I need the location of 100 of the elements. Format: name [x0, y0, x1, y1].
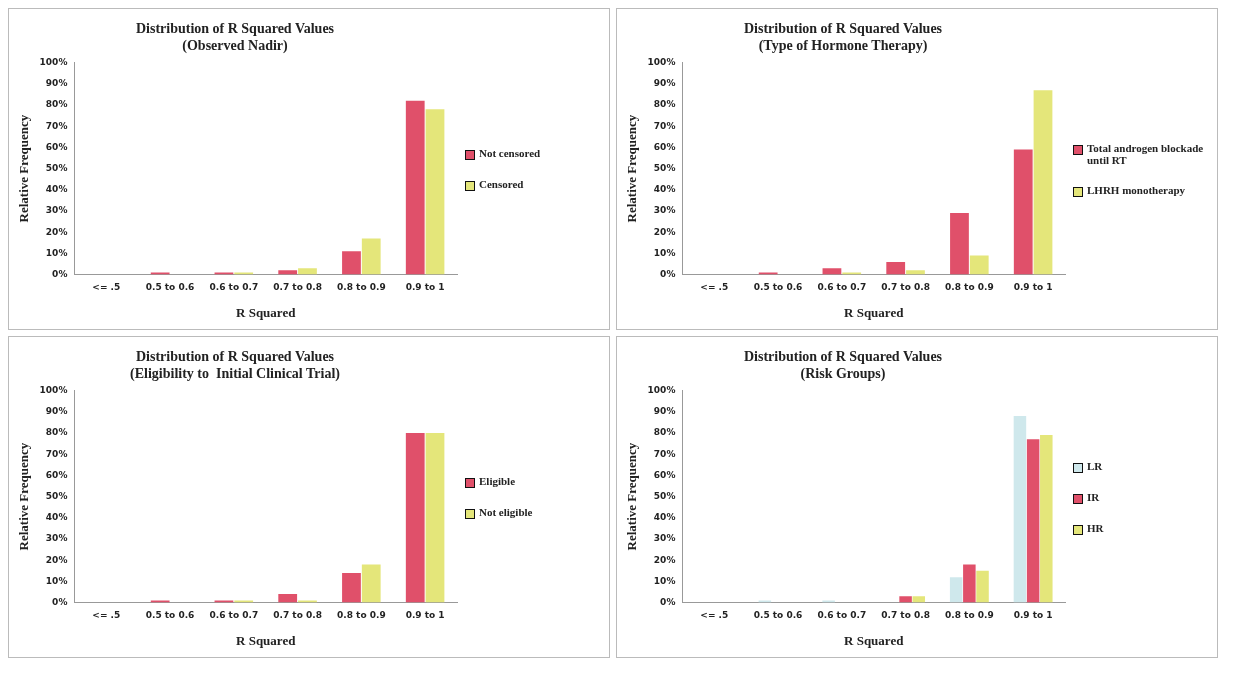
- y-tick-label: 70%: [653, 448, 676, 459]
- bar: [1013, 149, 1033, 275]
- y-tick-label: 90%: [45, 406, 68, 417]
- bar: [405, 100, 425, 275]
- legend-label: Total androgen blockade until RT: [1087, 141, 1205, 166]
- y-tick-label: 100%: [39, 384, 68, 395]
- bar: [342, 572, 361, 603]
- y-tick-label: 40%: [653, 184, 676, 195]
- x-axis-title: R Squared: [236, 632, 297, 648]
- y-tick-label: 60%: [653, 141, 676, 152]
- x-tick-label: 0.9 to 1: [405, 282, 445, 293]
- y-tick-label: 20%: [653, 554, 676, 565]
- y-tick-label: 70%: [653, 120, 676, 131]
- x-tick-label: 0.5 to 0.6: [753, 282, 803, 293]
- x-tick-label: <= .5: [92, 282, 121, 293]
- x-tick-label: 0.8 to 0.9: [337, 282, 386, 293]
- legend-label: Not censored: [479, 147, 541, 159]
- y-tick-label: 20%: [45, 554, 68, 565]
- bar: [822, 268, 842, 275]
- y-tick-label: 30%: [653, 205, 676, 216]
- x-axis-title: R Squared: [844, 632, 905, 648]
- x-tick-label: 0.6 to 0.7: [209, 610, 259, 621]
- bar: [342, 251, 361, 275]
- bar: [1033, 90, 1053, 275]
- y-tick-label: 80%: [45, 99, 68, 110]
- bar: [912, 596, 926, 603]
- y-tick-label: 50%: [653, 162, 676, 173]
- y-tick-label: 80%: [653, 99, 676, 110]
- y-tick-label: 90%: [653, 78, 676, 89]
- bar: [298, 268, 317, 275]
- y-tick-label: 10%: [45, 575, 68, 586]
- legend-label: Not eligible: [479, 506, 533, 518]
- y-tick-label: 30%: [45, 205, 68, 216]
- y-tick-label: 40%: [45, 512, 68, 523]
- bar: [963, 564, 976, 603]
- y-tick-label: 60%: [45, 141, 68, 152]
- legend-label: Censored: [479, 178, 524, 190]
- bar: [214, 272, 234, 275]
- y-tick-label: 40%: [653, 512, 676, 523]
- y-tick-label: 50%: [653, 490, 676, 501]
- bar: [886, 261, 906, 275]
- x-axis-title: R Squared: [844, 304, 905, 320]
- x-tick-label: 0.5 to 0.6: [145, 282, 195, 293]
- y-tick-label: 100%: [647, 384, 676, 395]
- y-tick-label: 10%: [653, 247, 676, 258]
- chart-title: Distribution of R Squared Values: [135, 349, 335, 365]
- x-tick-label: 0.7 to 0.8: [273, 282, 322, 293]
- y-tick-label: 100%: [647, 56, 676, 67]
- y-tick-label: 90%: [653, 406, 676, 417]
- x-tick-label: 0.7 to 0.8: [881, 610, 930, 621]
- y-tick-label: 10%: [45, 247, 68, 258]
- y-tick-label: 80%: [653, 427, 676, 438]
- y-axis-title: Relative Frequency: [16, 442, 32, 551]
- y-tick-label: 0%: [660, 268, 676, 279]
- x-tick-label: 0.7 to 0.8: [273, 610, 322, 621]
- x-tick-label: 0.6 to 0.7: [817, 282, 867, 293]
- x-tick-label: 0.5 to 0.6: [753, 610, 803, 621]
- bar: [361, 564, 381, 603]
- chart-subtitle: (Type of Hormone Therapy): [758, 37, 928, 54]
- x-tick-label: 0.9 to 1: [1013, 610, 1053, 621]
- y-tick-label: 0%: [52, 596, 68, 607]
- bar: [150, 600, 170, 603]
- bar: [214, 600, 234, 603]
- x-tick-label: 0.7 to 0.8: [881, 282, 930, 293]
- bar: [1026, 439, 1040, 603]
- y-tick-label: 80%: [45, 427, 68, 438]
- x-tick-label: 0.6 to 0.7: [209, 282, 259, 293]
- x-tick-label: 0.5 to 0.6: [145, 610, 195, 621]
- legend-label: IR: [1087, 490, 1100, 503]
- bar: [906, 270, 925, 275]
- chart-subtitle: (Observed Nadir): [182, 37, 289, 54]
- y-tick-label: 50%: [45, 490, 68, 501]
- bar: [425, 109, 445, 275]
- y-tick-label: 10%: [653, 575, 676, 586]
- y-tick-label: 30%: [45, 533, 68, 544]
- legend-label: Eligible: [479, 475, 516, 487]
- bar: [949, 577, 963, 603]
- bar: [842, 272, 862, 275]
- x-axis-title: R Squared: [236, 304, 297, 320]
- bar: [361, 238, 381, 275]
- y-tick-label: 30%: [653, 533, 676, 544]
- legend-label: LR: [1087, 459, 1103, 472]
- x-tick-label: 0.9 to 1: [405, 610, 445, 621]
- y-axis-title: Relative Frequency: [624, 114, 640, 223]
- x-tick-label: <= .5: [700, 282, 729, 293]
- chart-subtitle: (Eligibility to Initial Clinical Trial): [130, 365, 341, 382]
- y-tick-label: 0%: [660, 596, 676, 607]
- y-tick-label: 60%: [653, 469, 676, 480]
- y-axis-title: Relative Frequency: [16, 114, 32, 223]
- bar: [234, 272, 254, 275]
- x-tick-label: 0.6 to 0.7: [817, 610, 867, 621]
- y-tick-label: 100%: [39, 56, 68, 67]
- y-tick-label: 40%: [45, 184, 68, 195]
- y-tick-label: 20%: [45, 226, 68, 237]
- bar: [969, 255, 989, 275]
- bar: [950, 213, 969, 275]
- bar: [150, 272, 170, 275]
- bar: [822, 600, 835, 603]
- y-tick-label: 60%: [45, 469, 68, 480]
- bar: [234, 600, 254, 603]
